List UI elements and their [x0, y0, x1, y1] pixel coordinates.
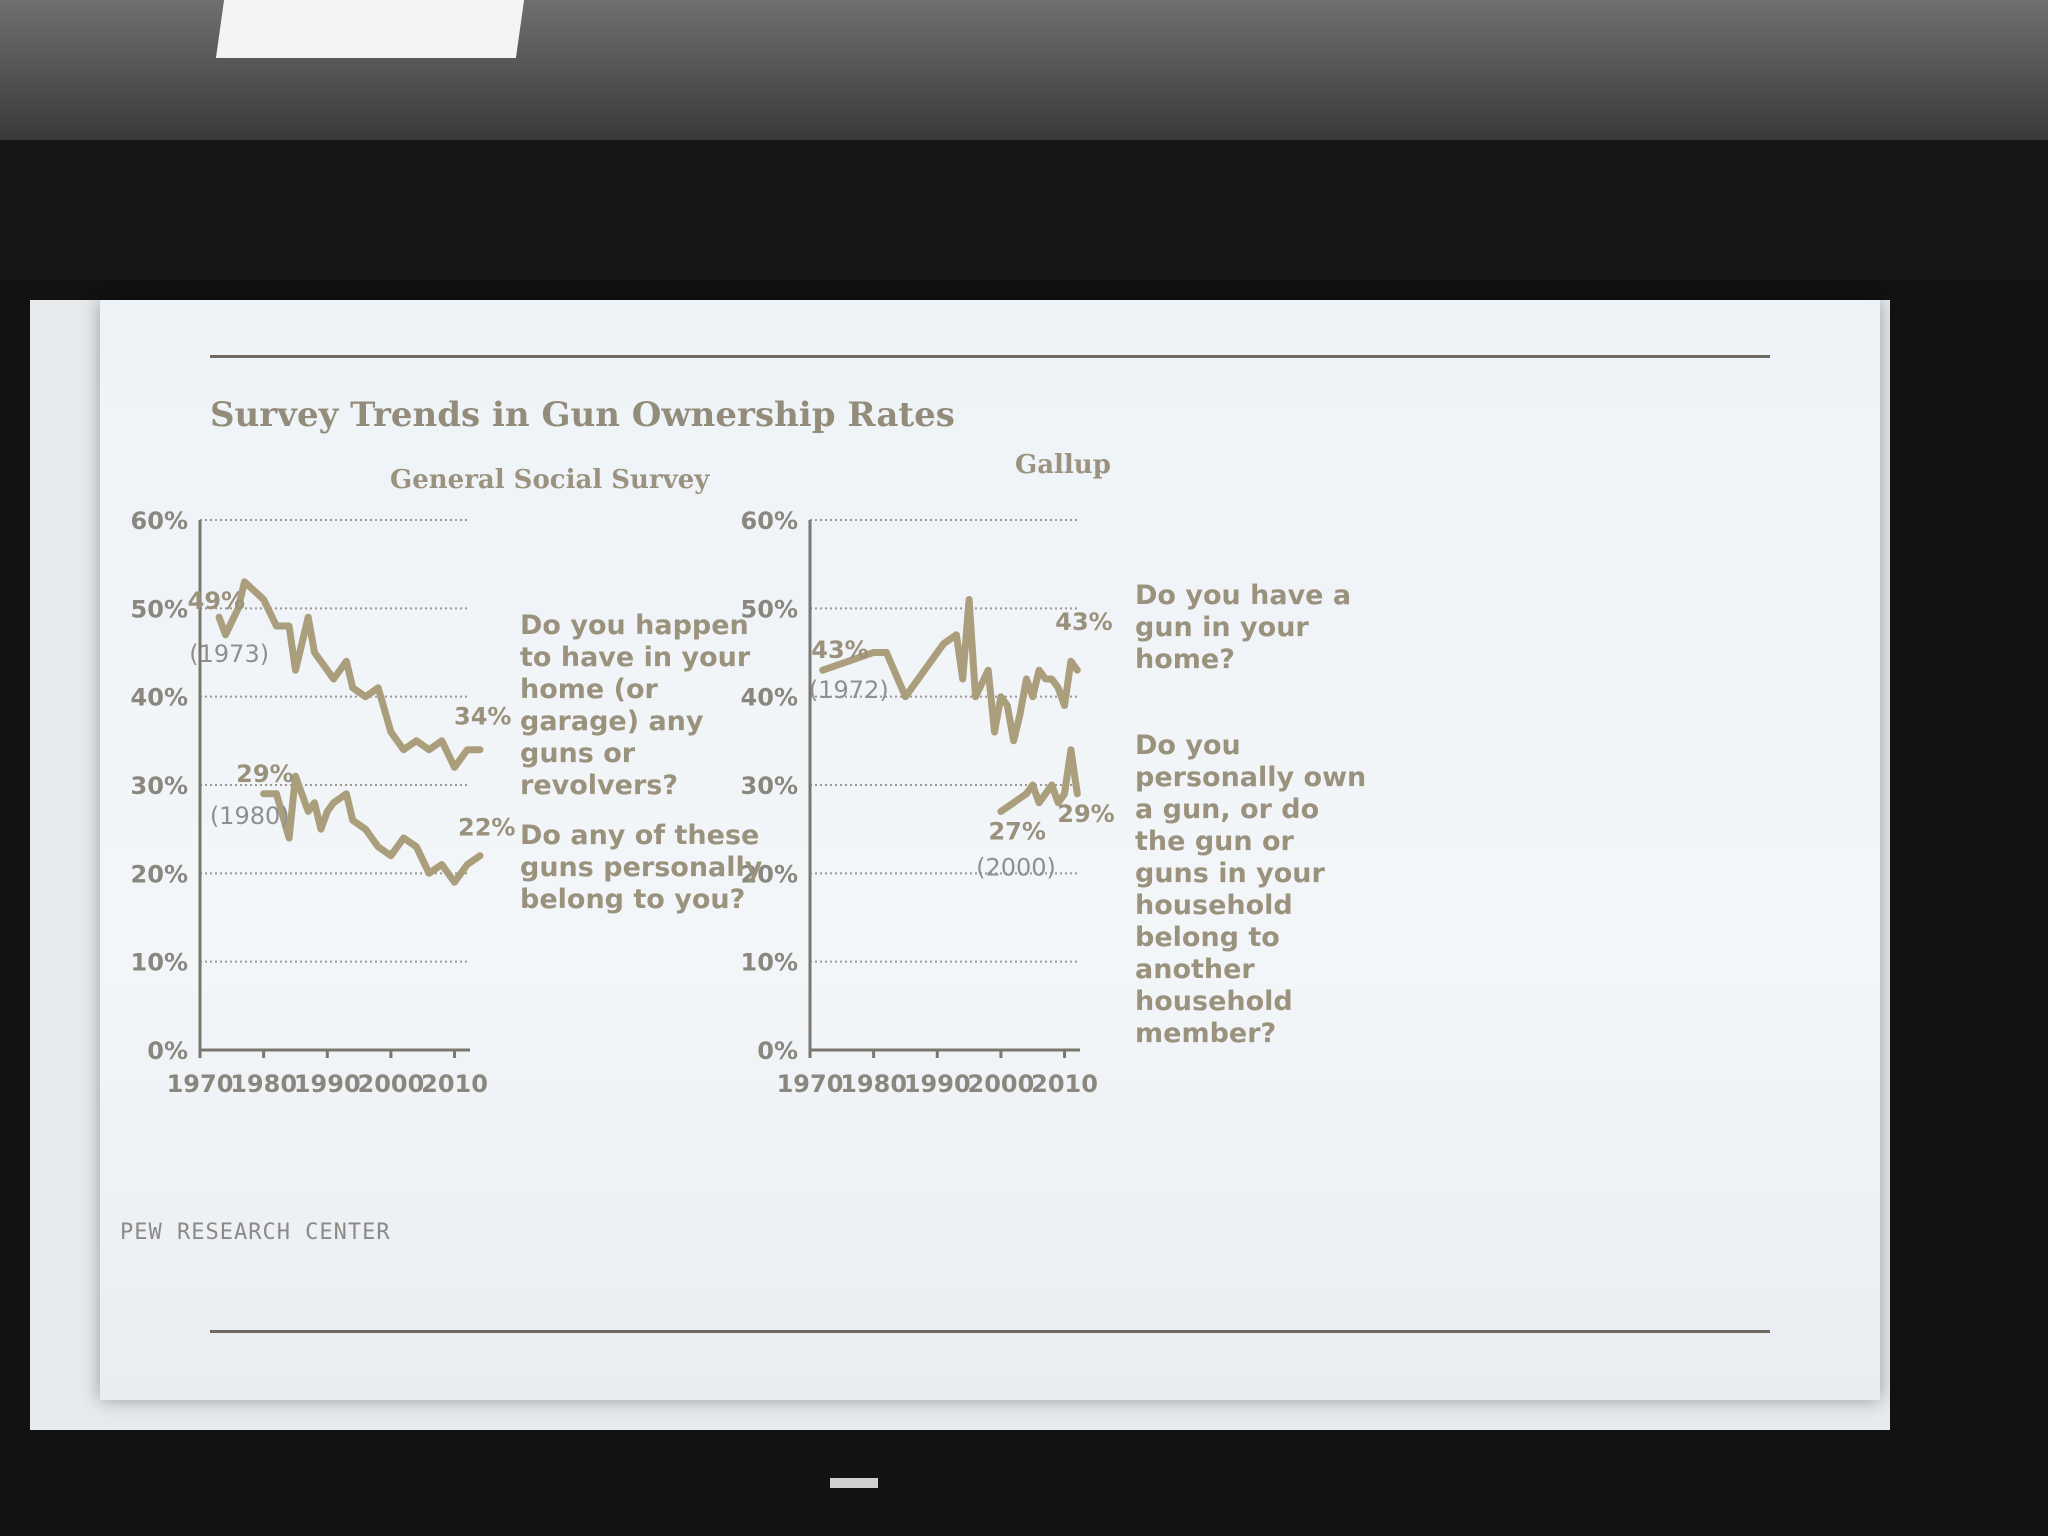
- y-tick-label: 10%: [741, 949, 798, 977]
- gss-panel-title: General Social Survey: [390, 465, 710, 495]
- y-tick-label: 10%: [131, 949, 188, 977]
- x-tick-label: 2010: [1031, 1070, 1098, 1098]
- series-start-year-label: (1972): [809, 676, 889, 704]
- series-line-0: [819, 596, 1081, 745]
- series-start-label: 29%: [236, 760, 293, 788]
- y-tick-label: 0%: [147, 1037, 188, 1065]
- series-line-1: [997, 746, 1081, 815]
- bottom-rule: [210, 1330, 1770, 1333]
- y-tick-label: 20%: [741, 860, 798, 888]
- screen-frame: [0, 140, 2048, 280]
- gss-personal-question: Do any of these guns personally belong t…: [520, 820, 763, 915]
- series-start-label: 27%: [988, 818, 1045, 846]
- y-tick-label: 0%: [757, 1037, 798, 1065]
- y-tick-label: 30%: [131, 772, 188, 800]
- stand-logo: [830, 1478, 878, 1488]
- x-tick-label: 2000: [968, 1070, 1035, 1098]
- x-tick-label: 1980: [230, 1070, 297, 1098]
- y-tick-label: 40%: [131, 684, 188, 712]
- y-tick-label: 40%: [741, 684, 798, 712]
- x-tick-label: 1980: [840, 1070, 907, 1098]
- y-tick-label: 60%: [131, 507, 188, 535]
- ceiling-light: [215, 0, 525, 58]
- gss-chart: 0% 10% 20% 30% 40% 50% 60% 1970 1980 1990 2000 2010…: [130, 490, 516, 1130]
- y-tick-label: 50%: [131, 595, 188, 623]
- gallup-home-question: Do you have a gun in your home?: [1135, 580, 1352, 675]
- x-tick-label: 1990: [904, 1070, 971, 1098]
- series-start-year-label: (1980): [210, 802, 290, 830]
- top-rule: [210, 355, 1770, 358]
- y-tick-label: 60%: [741, 507, 798, 535]
- gallup-chart: 0% 10% 20% 30% 40% 50% 60% 1970 1980 1990 2000 2010…: [740, 490, 1115, 1130]
- series-end-label: 43%: [1055, 608, 1112, 636]
- series-end-label: 22%: [458, 814, 515, 842]
- series-end-label: 34%: [454, 703, 511, 731]
- x-tick-label: 2010: [421, 1070, 488, 1098]
- y-tick-label: 20%: [131, 860, 188, 888]
- gallup-personal-question: Do you personally own a gun, or do the g…: [1135, 730, 1367, 1049]
- series-line-0: [215, 578, 484, 771]
- x-tick-label: 1970: [777, 1070, 844, 1098]
- series-start-year-label: (2000): [976, 854, 1056, 882]
- y-tick-label: 50%: [741, 595, 798, 623]
- x-tick-label: 1970: [167, 1070, 234, 1098]
- series-line-1: [260, 772, 484, 886]
- x-tick-label: 1990: [294, 1070, 361, 1098]
- gallup-panel-title: Gallup: [1015, 450, 1111, 480]
- series-start-label: 49%: [188, 587, 245, 615]
- chart-svg: 0% 10% 20% 30% 40% 50% 60% 19701980199020002010…: [741, 507, 1115, 1098]
- series-start-label: 43%: [811, 636, 868, 664]
- slide: Survey Trends in Gun Ownership Rates Gen…: [100, 300, 1880, 1400]
- source-credit: PEW RESEARCH CENTER: [120, 1220, 391, 1245]
- ceiling: [0, 0, 2048, 140]
- x-tick-label: 2000: [358, 1070, 425, 1098]
- gss-home-question: Do you happen to have in your home (or g…: [520, 610, 751, 801]
- chart-svg: 0% 10% 20% 30% 40% 50% 60% 19701980199020002010…: [131, 507, 516, 1098]
- series-end-label: 29%: [1057, 800, 1114, 828]
- series-start-year-label: (1973): [189, 640, 269, 668]
- y-tick-label: 30%: [741, 772, 798, 800]
- slide-title: Survey Trends in Gun Ownership Rates: [210, 395, 955, 435]
